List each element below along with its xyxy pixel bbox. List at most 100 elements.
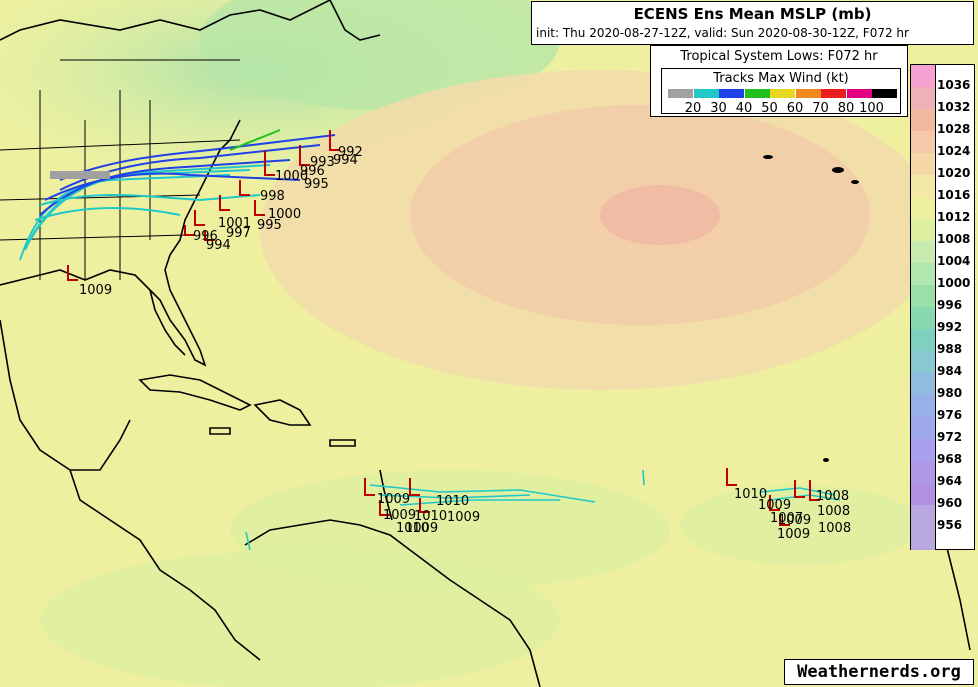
pressure-label: 1008	[818, 521, 851, 536]
colorbar-level-label: 1004	[937, 254, 971, 268]
credit-label: Weathernerds.org	[784, 659, 974, 685]
pressure-label: 1007	[770, 511, 803, 526]
colorbar-level-label: 1028	[937, 122, 971, 136]
colorbar-level-label: 1032	[937, 100, 971, 114]
wind-swatch-label: 100	[859, 101, 884, 116]
pressure-label: 994	[333, 153, 358, 168]
colorbar-cell	[911, 483, 935, 506]
pressure-label: 1000	[275, 169, 308, 184]
colorbar-cell	[911, 87, 935, 110]
wind-swatch-label: 20	[684, 101, 702, 116]
legend-title: Tropical System Lows: F072 hr	[680, 49, 878, 64]
pressure-label: 1009	[778, 513, 811, 528]
colorbar-level-label: 1036	[937, 78, 971, 92]
wind-swatch	[821, 89, 846, 98]
colorbar-cell	[911, 153, 935, 176]
colorbar-level-label: 1024	[937, 144, 971, 158]
colorbar-cell	[911, 109, 935, 132]
colorbar-cell	[911, 329, 935, 352]
colorbar-cell	[911, 307, 935, 330]
wind-swatch	[872, 89, 897, 98]
wind-legend: Tracks Max Wind (kt) 20 30 40 50 60 70 80 100	[661, 68, 901, 116]
wind-swatch-label: 40	[735, 101, 753, 116]
wind-swatch	[693, 89, 719, 98]
wind-swatch	[795, 89, 821, 98]
colorbar-level-label: 976	[937, 408, 963, 422]
tropical-zone-mdr	[680, 485, 920, 565]
colorbar-level-label: 960	[937, 496, 963, 510]
wind-swatch	[668, 89, 693, 98]
colorbar-level-label: 1008	[937, 232, 971, 246]
ensemble-tracks-caribbean	[245, 469, 645, 551]
colorbar-cell	[911, 527, 935, 550]
wind-swatch-label: 50	[761, 101, 778, 116]
title-box: ECENS Ens Mean MSLP (mb) init: Thu 2020-…	[531, 1, 974, 45]
pressure-label: 1010	[396, 521, 429, 536]
pressure-label: 993	[310, 155, 335, 170]
colorbar-level-label: 972	[937, 430, 963, 444]
wind-swatch	[744, 89, 770, 98]
wind-swatch-label: 80	[837, 101, 855, 116]
wind-swatch-label: 60	[786, 101, 804, 116]
colorbar-level-label: 988	[937, 342, 963, 356]
colorbar-cell	[911, 439, 935, 462]
colorbar-cell	[911, 241, 935, 264]
pressure-label: 997	[226, 226, 251, 241]
atlantic-islands	[763, 155, 859, 462]
wind-legend-title: Tracks Max Wind (kt)	[713, 71, 849, 86]
pressure-label: 1009	[405, 521, 438, 536]
mslp-colorbar	[910, 64, 936, 550]
pressure-labels-caribbean: 1009 1010 1009 1010 1009 1010 1009	[377, 492, 480, 536]
colorbar-level-label: 1000	[937, 276, 971, 290]
pressure-label: 1009	[447, 510, 480, 525]
pressure-label: 1010	[436, 494, 469, 509]
init-valid-time: init: Thu 2020-08-27-12Z, valid: Sun 202…	[536, 26, 909, 40]
pressure-label: 1009	[383, 508, 416, 523]
pressure-label: 996	[193, 229, 218, 244]
pressure-labels-mdr: 1010 1009 1008 1008 1009 1008 1007 1009	[734, 487, 851, 542]
pressure-label: 1001	[218, 216, 251, 231]
pressure-label: 1009	[758, 498, 791, 513]
pressure-label: 994	[206, 238, 231, 253]
colorbar-cell	[911, 197, 935, 220]
wind-swatch	[770, 89, 795, 98]
subtropical-high-core	[600, 185, 720, 245]
page-title: ECENS Ens Mean MSLP (mb)	[633, 5, 872, 23]
colorbar-level-label: 1020	[937, 166, 971, 180]
wind-swatch-label: 30	[710, 101, 727, 116]
pressure-label: 995	[257, 218, 282, 233]
colorbar-cell	[911, 373, 935, 396]
colorbar-cell	[911, 219, 935, 242]
colorbar-cell	[911, 65, 935, 88]
colorbar-level-label: 980	[937, 386, 963, 400]
colorbar-cell	[911, 131, 935, 154]
colorbar-cell	[911, 461, 935, 484]
colorbar-level-label: 992	[937, 320, 963, 334]
colorbar-level-label: 996	[937, 298, 963, 312]
legend-box: Tropical System Lows: F072 hr Tracks Max…	[650, 45, 908, 117]
pressure-label: 1009	[79, 283, 112, 298]
colorbar-level-label: 1016	[937, 188, 971, 202]
colorbar-cell	[911, 417, 935, 440]
tropical-zone-southamerica	[40, 550, 560, 687]
wind-swatch	[719, 89, 744, 98]
colorbar-cell	[911, 263, 935, 286]
pressure-label: 1009	[777, 527, 810, 542]
colorbar-cell	[911, 175, 935, 198]
wind-swatch-label: 70	[812, 101, 829, 116]
pressure-label: 1010	[734, 487, 767, 502]
state-borders	[0, 59, 241, 280]
pressure-label: 1008	[817, 504, 850, 519]
ensemble-tracks-us	[19, 129, 336, 261]
pressure-labels-us: 992 994 993 996 995 1000 1000 995 994 10…	[79, 145, 363, 298]
colorbar-level-label: 1012	[937, 210, 971, 224]
pressure-label: 998	[260, 189, 285, 204]
pressure-label: 1010	[414, 509, 447, 524]
colorbar-cell	[911, 351, 935, 374]
colorbar-cell	[911, 505, 935, 528]
pressure-label: 992	[338, 145, 363, 160]
pressure-label: 995	[304, 177, 329, 192]
colorbar-cell	[911, 285, 935, 308]
pressure-label: 996	[300, 164, 325, 179]
